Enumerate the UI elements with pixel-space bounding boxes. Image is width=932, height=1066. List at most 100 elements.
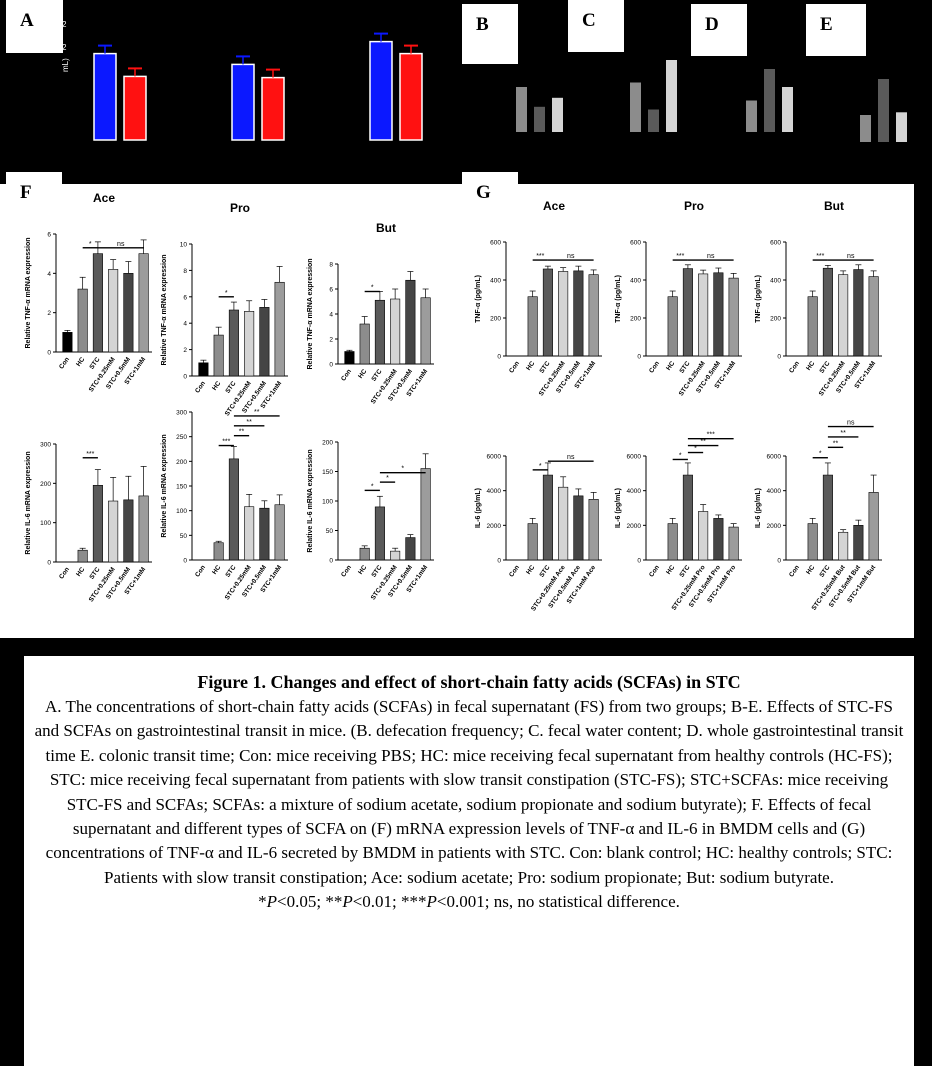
y-tick-label: 2 [329,337,333,344]
panel-c-bar [630,82,641,132]
bar [713,518,724,561]
bar [588,274,599,357]
y-tick-label: 600 [490,240,501,247]
y-tick-label: 8 [183,268,187,275]
caption-body: A. The concentrations of short-chain fat… [34,697,904,887]
significance-label: ** [833,440,839,447]
bar [728,526,739,561]
panel-e-bar [878,79,889,142]
y-tick-label: 0 [637,354,641,361]
y-tick-label: 2 [183,347,187,354]
bar [542,268,553,357]
y-tick-label: 100 [176,508,187,515]
chart-title: Pro [684,199,704,213]
y-tick-label: 10 [180,242,188,249]
x-tick-label: STC [538,564,551,579]
y-tick-label: 0 [777,354,781,361]
chart-title: Ace [543,199,565,213]
significance-label: ns [117,241,125,248]
x-tick-label: STC [678,360,691,375]
stat-star-1: * [258,892,267,912]
y-tick-label: 6000 [767,454,782,461]
bar [274,281,285,377]
y-tick-label: 200 [490,316,501,323]
x-tick-label: HC [357,368,368,380]
significance-label: ** [254,409,260,416]
panel-label-d: D [691,4,747,56]
panel-label-g: G [462,172,518,212]
panel-b-bar [516,87,527,132]
bar [573,495,584,561]
y-tick-label: 4 [183,321,187,328]
bar [390,298,401,365]
significance-label: ** [700,439,706,446]
significance-label: *** [707,432,715,439]
caption-title: Figure 1. Changes and effect of short-ch… [197,672,741,692]
y-tick-label: 150 [176,484,187,491]
x-tick-label: HC [665,360,676,372]
bar [92,253,103,353]
significance-label: * [386,475,389,482]
significance-label: ** [239,429,245,436]
y-tick-label: 400 [490,278,501,285]
panel-label-a: A [6,0,63,53]
chart-F-Ace-TNF: 0 2 4 6 Relative TNF-α mRNA expression Ace Con… [25,191,152,393]
bar [213,542,224,561]
x-tick-label: Con [508,564,521,578]
y-axis-label: TNF-α (pg/mL) [475,275,482,323]
bar [344,351,355,365]
y-axis-label: Relative TNF-α mRNA expression [307,258,314,369]
y-axis-label: Relative IL-6 mRNA expression [307,449,314,552]
bar [259,307,270,377]
y-tick-label: 0 [497,558,501,565]
bar [698,511,709,561]
panel-d-bar [746,100,757,132]
stat-rest-2: <0.01; [352,892,402,912]
bar [807,296,818,357]
bar [405,537,416,561]
y-axis-label: IL-6 (pg/mL) [615,488,622,528]
x-tick-label: Con [194,380,207,394]
bar [359,547,370,561]
significance-label: *** [222,439,230,446]
y-tick-label: 0 [183,558,187,565]
panel-a-chart: 2 2 mL) [61,20,423,141]
y-axis-label: TNF-α (pg/mL) [615,275,622,323]
y-axis-label: Relative IL-6 mRNA expression [161,434,168,537]
x-tick-label: STC [88,566,101,581]
chart-F-Pro-IL6: 0 50 100 150 200 250 300 Relative IL-6 mRNA exp… [161,409,288,601]
bar [274,504,285,561]
bar [198,362,209,377]
y-tick-label: 600 [630,240,641,247]
x-tick-label: STC [224,380,237,395]
stat-star-2: ** [325,892,343,912]
stat-star-3: *** [401,892,427,912]
chart-F-Ace-IL6: 0 100 200 300 Relative IL-6 mRNA expression C… [25,442,152,603]
figure-caption: Figure 1. Changes and effect of short-ch… [24,656,914,1066]
chart-title: Ace [93,191,115,205]
y-tick-label: 2000 [487,523,502,530]
y-axis-label: TNF-α (pg/mL) [755,275,762,323]
x-tick-label: STC [538,360,551,375]
chart-title: But [376,221,396,235]
panel-c-bar [648,109,659,132]
x-tick-label: STC [370,564,383,579]
y-tick-label: 400 [630,278,641,285]
bar [822,474,833,561]
significance-label: * [819,451,822,458]
significance-label: *** [816,253,824,260]
significance-label: ns [847,253,855,260]
bar [527,296,538,357]
panel-a-bar [261,76,285,141]
significance-label: ** [840,430,846,437]
bar [62,332,73,353]
chart-F-Pro-TNF: 0 2 4 6 8 10 Relative TNF-α mRNA expression Pro… [161,201,288,417]
x-tick-label: Con [340,564,353,578]
x-tick-label: HC [211,380,222,392]
panel-label-f: F [6,172,62,212]
significance-label: * [401,466,404,473]
significance-label: *** [536,253,544,260]
